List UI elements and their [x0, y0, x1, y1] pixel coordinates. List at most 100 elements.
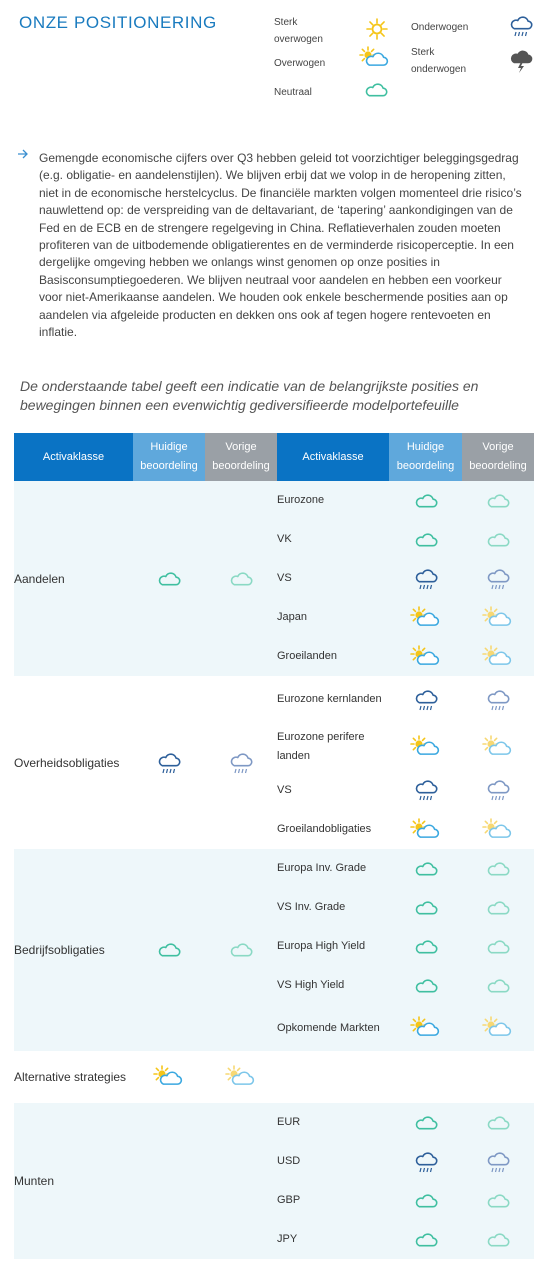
cloud-icon — [133, 940, 205, 960]
cloud-icon — [462, 976, 534, 996]
cloud-icon — [389, 859, 462, 879]
arrow-right-icon — [18, 149, 28, 159]
rain-cloud-icon — [389, 567, 462, 591]
sun-cloud-icon — [462, 1016, 534, 1040]
sub-asset-current-rating — [389, 1220, 462, 1259]
sub-asset-previous-rating — [462, 810, 534, 849]
header-previous-rating: Vorige beoordeling — [205, 433, 277, 481]
sub-asset-current-rating — [389, 1103, 462, 1142]
asset-class-current-rating — [133, 676, 205, 849]
asset-class-name: Alternative strategies — [14, 1070, 127, 1084]
sub-asset-previous-rating — [462, 559, 534, 598]
table-row: VS Inv. Grade — [14, 888, 534, 927]
sun-cloud-icon — [389, 605, 462, 630]
sub-asset-name: VS — [277, 559, 389, 598]
sub-asset-current-rating — [389, 927, 462, 966]
sub-asset-previous-rating — [462, 676, 534, 723]
sub-asset-name: JPY — [277, 1220, 389, 1259]
sub-asset-previous-rating — [462, 1220, 534, 1259]
table-row: VS High Yield — [14, 966, 534, 1005]
asset-class-current-rating — [133, 1051, 205, 1103]
asset-class-previous-rating — [205, 849, 277, 1051]
sub-asset-current-rating — [389, 1181, 462, 1220]
sub-asset-previous-rating — [462, 966, 534, 1005]
rain-cloud-icon — [462, 567, 534, 591]
asset-class-previous-rating — [205, 676, 277, 849]
storm-cloud-icon — [507, 48, 535, 79]
sub-asset-current-rating — [389, 888, 462, 927]
sub-asset-previous-rating — [462, 770, 534, 810]
cloud-icon — [205, 940, 277, 960]
sub-asset-current-rating — [389, 676, 462, 723]
sub-asset-previous-rating — [462, 723, 534, 770]
asset-class-current-rating — [133, 1103, 205, 1259]
sun-cloud-icon — [462, 605, 534, 630]
rain-cloud-icon — [507, 14, 535, 43]
legend-label: Sterk overwogen — [274, 17, 323, 45]
table-row: VS — [14, 559, 534, 598]
asset-class-name: Aandelen — [14, 481, 133, 676]
cloud-icon — [389, 1230, 462, 1250]
rain-cloud-icon — [462, 688, 534, 712]
page-title: ONZE POSITIONERING — [19, 13, 217, 32]
cloud-icon — [462, 530, 534, 550]
sub-asset-current-rating — [389, 723, 462, 770]
sun-cloud-icon — [389, 644, 462, 669]
cloud-icon — [362, 80, 390, 105]
table-row: USD — [14, 1142, 534, 1181]
sun-cloud-icon — [462, 734, 534, 759]
sub-asset-name: USD — [277, 1142, 389, 1181]
rain-cloud-icon — [462, 1150, 534, 1174]
asset-class-previous-rating — [205, 481, 277, 676]
sub-asset-name: Japan — [277, 598, 389, 637]
sub-asset-name: Europa Inv. Grade — [277, 849, 389, 888]
header-sub-current-rating: Huidige beoordeling — [389, 433, 462, 481]
sub-asset-previous-rating — [462, 1142, 534, 1181]
sub-asset-previous-rating — [462, 520, 534, 559]
sub-asset-previous-rating — [462, 637, 534, 676]
table-row: Munten EUR — [14, 1103, 534, 1259]
asset-class-previous-rating — [205, 1051, 277, 1103]
sub-asset-current-rating — [389, 637, 462, 676]
sub-asset-name: Groeilandobligaties — [277, 823, 372, 835]
sub-asset-name: Eurozone kernlanden — [277, 693, 382, 705]
sub-asset-current-rating — [389, 849, 462, 888]
legend-label: Onderwogen — [411, 22, 469, 33]
table-header-row: Activaklasse Huidige beoordeling Vorige … — [14, 433, 534, 481]
sub-asset-current-rating — [389, 966, 462, 1005]
sub-asset-name: GBP — [277, 1181, 389, 1220]
sub-asset-previous-rating — [462, 849, 534, 888]
sun-cloud-icon — [205, 1065, 277, 1089]
table-row: Japan — [14, 598, 534, 637]
sub-asset-previous-rating — [462, 888, 534, 927]
cloud-icon — [389, 937, 462, 957]
table-row: GBP — [14, 1181, 534, 1220]
legend-label: Sterk onderwogen — [411, 47, 467, 75]
table-row: Groeilandobligaties — [14, 810, 534, 849]
cloud-icon — [205, 569, 277, 589]
cloud-icon — [462, 1191, 534, 1211]
sun-cloud-icon — [389, 817, 462, 842]
sun-cloud-icon — [389, 1016, 462, 1040]
table-row: JPY — [14, 1220, 534, 1259]
sub-asset-previous-rating — [462, 1181, 534, 1220]
sub-asset-previous-rating — [462, 1103, 534, 1142]
header-sub-previous-rating: Vorige beoordeling — [462, 433, 534, 481]
cloud-icon — [462, 937, 534, 957]
table-row: Overheidsobligaties Eurozone kernlanden — [14, 676, 534, 773]
sub-asset-previous-rating — [462, 927, 534, 966]
cloud-icon — [389, 491, 462, 511]
header-asset-class: Activaklasse — [14, 433, 133, 481]
sun-cloud-icon — [133, 1065, 205, 1089]
header-sub-asset-class: Activaklasse — [277, 433, 389, 481]
asset-class-previous-rating — [205, 1103, 277, 1259]
asset-class-name: Bedrijfsobligaties — [14, 849, 133, 1051]
sub-asset-name: VS — [277, 783, 292, 796]
rain-cloud-icon — [133, 751, 205, 775]
cloud-icon — [462, 491, 534, 511]
sub-asset-previous-rating — [462, 1051, 534, 1103]
sub-asset-name: VS Inv. Grade — [277, 888, 389, 927]
table-row: Eurozone perifere landen — [14, 723, 534, 770]
sun-cloud-icon — [389, 734, 462, 759]
sub-asset-name: Eurozone perifere landen — [277, 730, 365, 762]
